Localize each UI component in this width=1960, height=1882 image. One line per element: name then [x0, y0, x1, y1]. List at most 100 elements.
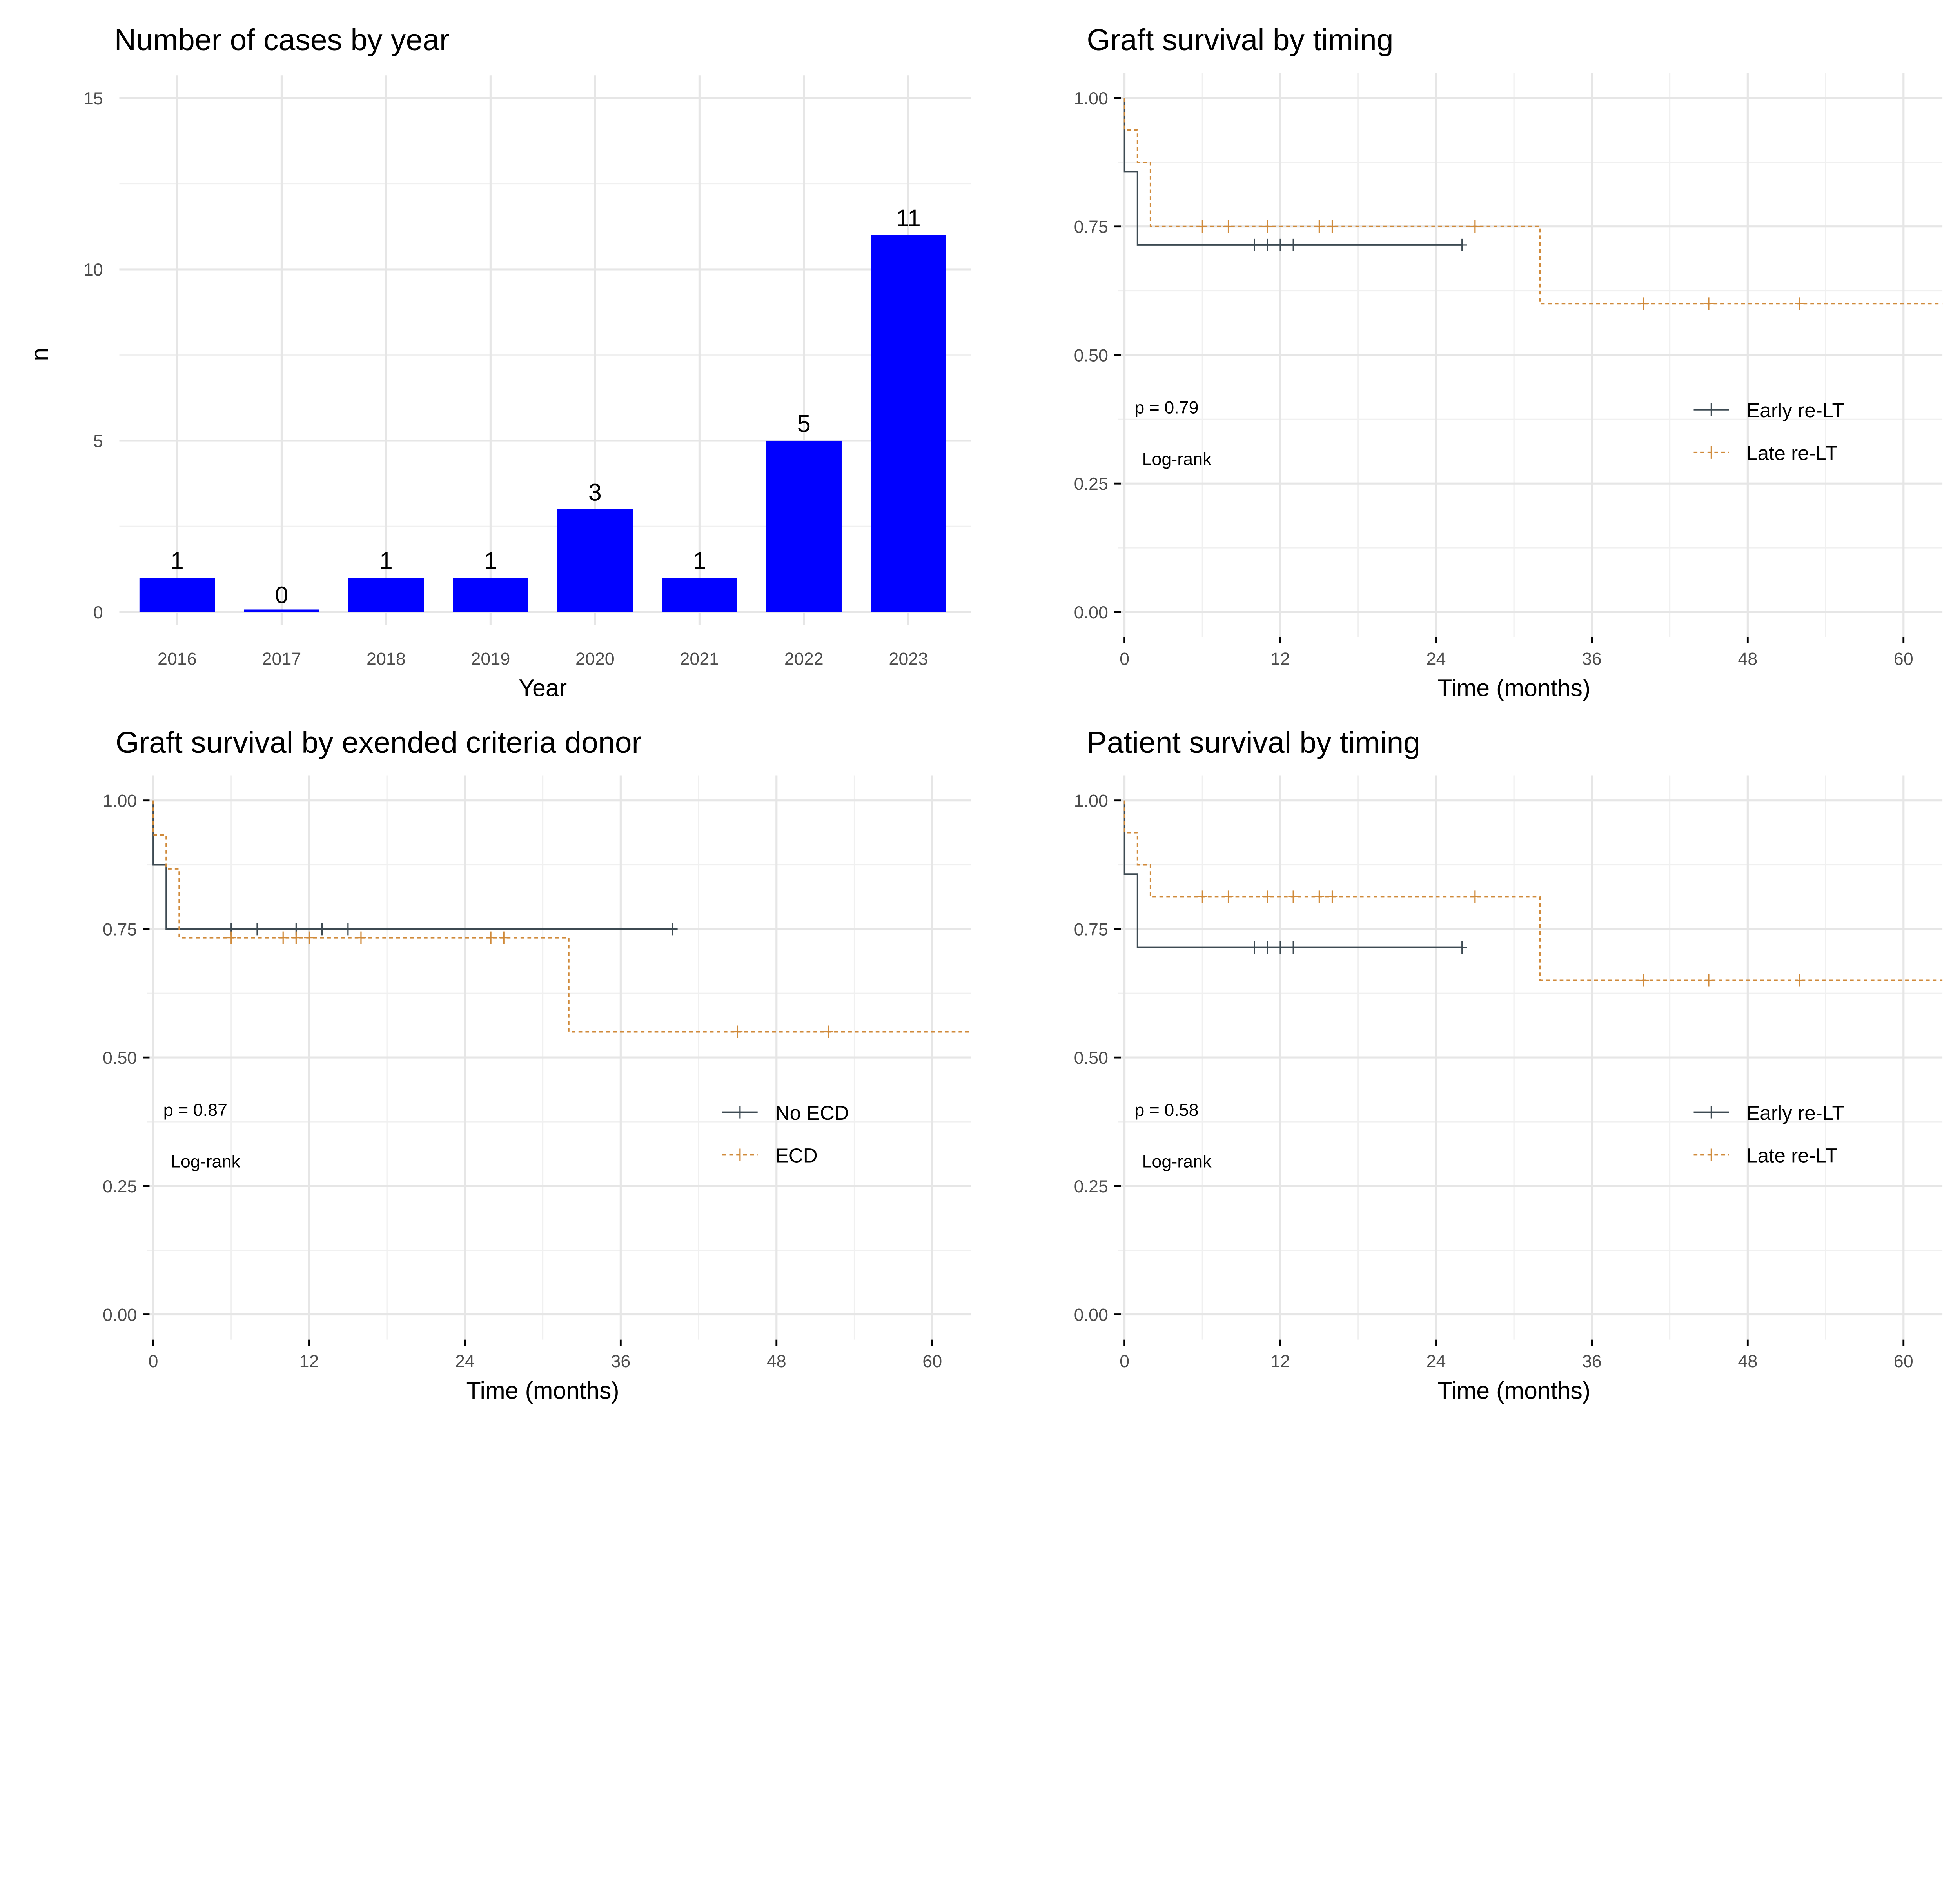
censor-mark: [1704, 974, 1714, 987]
x-tick-label: 60: [1894, 649, 1913, 669]
censor-mark: [1457, 941, 1467, 954]
y-tick-label: 5: [93, 431, 103, 451]
data-label-2017: 0: [275, 581, 288, 608]
censor-mark: [499, 931, 509, 944]
x-axis-label: Year: [519, 675, 567, 701]
km-curve-early-re-lt: [1123, 98, 1462, 246]
x-tick-label: 2016: [158, 649, 197, 669]
censor-mark: [486, 931, 496, 944]
x-tick-label: 2018: [367, 649, 406, 669]
legend-label: ECD: [775, 1144, 818, 1167]
censor-mark: [1794, 974, 1805, 987]
censor-mark: [1288, 890, 1298, 903]
censor-mark: [1314, 890, 1325, 903]
censor-mark: [226, 931, 236, 944]
x-tick-label: 60: [1894, 1351, 1913, 1371]
censor-mark: [1249, 238, 1259, 251]
censor-mark: [1470, 890, 1480, 903]
chart-title: Patient survival by timing: [1087, 726, 1420, 759]
x-tick-label: 2023: [889, 649, 928, 669]
censor-mark: [291, 931, 301, 944]
data-label-2019: 1: [484, 547, 497, 574]
bar-chart-panel: 0 5 10 15 1 2016 0 2017 1 2018 1 2019 3 2020 1 2021 5 202…: [26, 23, 971, 701]
y-tick-label: 0.75: [1074, 217, 1108, 237]
censor-mark: [1262, 890, 1272, 903]
data-label-2022: 5: [797, 410, 811, 437]
censor-mark: [1288, 238, 1298, 251]
x-tick-label: 12: [1270, 649, 1290, 669]
y-tick-label: 0.50: [103, 1048, 137, 1068]
censor-mark: [1197, 220, 1208, 233]
x-tick-label: 2017: [262, 649, 301, 669]
censor-mark: [1704, 297, 1714, 310]
censor-mark: [356, 931, 366, 944]
y-tick-label: 0.50: [1074, 1048, 1108, 1068]
test-annotation: Log-rank: [1142, 449, 1212, 469]
chart-title: Graft survival by exended criteria donor: [116, 726, 642, 759]
y-tick-label: 0.75: [1074, 919, 1108, 939]
censor-mark: [1223, 890, 1234, 903]
x-tick-label: 36: [1582, 1351, 1602, 1371]
censor-mark: [1639, 297, 1649, 310]
legend-label: Early re-LT: [1746, 399, 1844, 421]
data-label-2021: 1: [693, 547, 706, 574]
censor-mark: [667, 923, 678, 936]
x-tick-label: 2022: [784, 649, 824, 669]
km-curve-ecd: [152, 800, 971, 1033]
y-tick-label: 0.00: [103, 1305, 137, 1325]
censor-mark: [1314, 220, 1325, 233]
censor-mark: [823, 1025, 834, 1038]
data-label-2018: 1: [379, 547, 393, 574]
censor-mark: [1262, 941, 1272, 954]
y-tick-label: 1.00: [1074, 88, 1108, 108]
legend-label: Early re-LT: [1746, 1102, 1844, 1124]
x-tick-label: 48: [1738, 1351, 1757, 1371]
censor-mark: [1639, 974, 1649, 987]
x-tick-label: 2020: [575, 649, 615, 669]
censor-mark: [1327, 890, 1338, 903]
bar-2019: [453, 578, 528, 612]
x-tick-label: 36: [611, 1351, 630, 1371]
y-axis-label: n: [26, 348, 53, 361]
censor-mark: [317, 923, 327, 936]
censor-mark: [1197, 890, 1208, 903]
censor-mark: [1457, 238, 1467, 251]
x-tick-label: 36: [1582, 649, 1602, 669]
km-curve-late-re-lt: [1123, 800, 1943, 981]
data-label-2020: 3: [588, 479, 602, 505]
bar-2016: [139, 578, 215, 612]
y-tick-label: 0.00: [1074, 602, 1108, 622]
x-tick-label: 0: [1120, 649, 1129, 669]
y-tick-label: 0.25: [1074, 474, 1108, 494]
bar-2018: [348, 578, 424, 612]
censor-mark: [343, 923, 353, 936]
x-tick-label: 60: [922, 1351, 942, 1371]
y-tick-label: 0.00: [1074, 1305, 1108, 1325]
x-tick-label: 48: [1738, 649, 1757, 669]
km-panel-3: 0.00 0.25 0.50 0.75 1.00 0 12 24 36 48 60 Early re-…: [1074, 726, 1943, 1404]
censor-mark: [1262, 220, 1272, 233]
x-tick-label: 0: [149, 1351, 158, 1371]
censor-mark: [1249, 941, 1259, 954]
x-tick-label: 48: [767, 1351, 786, 1371]
y-tick-label: 0.25: [1074, 1176, 1108, 1196]
y-tick-label: 1.00: [103, 791, 137, 811]
y-tick-label: 0.50: [1074, 345, 1108, 365]
km-curve-early-re-lt: [1123, 800, 1462, 948]
censor-mark: [1327, 220, 1338, 233]
bar-2020: [557, 509, 633, 612]
figure: 0510151201602017120181201932020120215202…: [26, 23, 1943, 1404]
x-axis-label: Time (months): [1437, 1377, 1590, 1404]
censor-mark: [252, 923, 262, 936]
y-tick-label: 1.00: [1074, 791, 1108, 811]
legend-label: No ECD: [775, 1102, 849, 1124]
x-tick-label: 24: [1426, 1351, 1446, 1371]
bar-2022: [766, 440, 842, 612]
y-tick-label: 0: [93, 602, 103, 622]
test-annotation: Log-rank: [171, 1152, 241, 1172]
x-tick-label: 0: [1120, 1351, 1129, 1371]
x-tick-label: 2021: [680, 649, 719, 669]
x-axis-label: Time (months): [466, 1377, 619, 1404]
legend-label: Late re-LT: [1746, 1144, 1838, 1167]
km-panel-1: 0.00 0.25 0.50 0.75 1.00 0 12 24 36 48 60 Early re-…: [1074, 23, 1943, 701]
